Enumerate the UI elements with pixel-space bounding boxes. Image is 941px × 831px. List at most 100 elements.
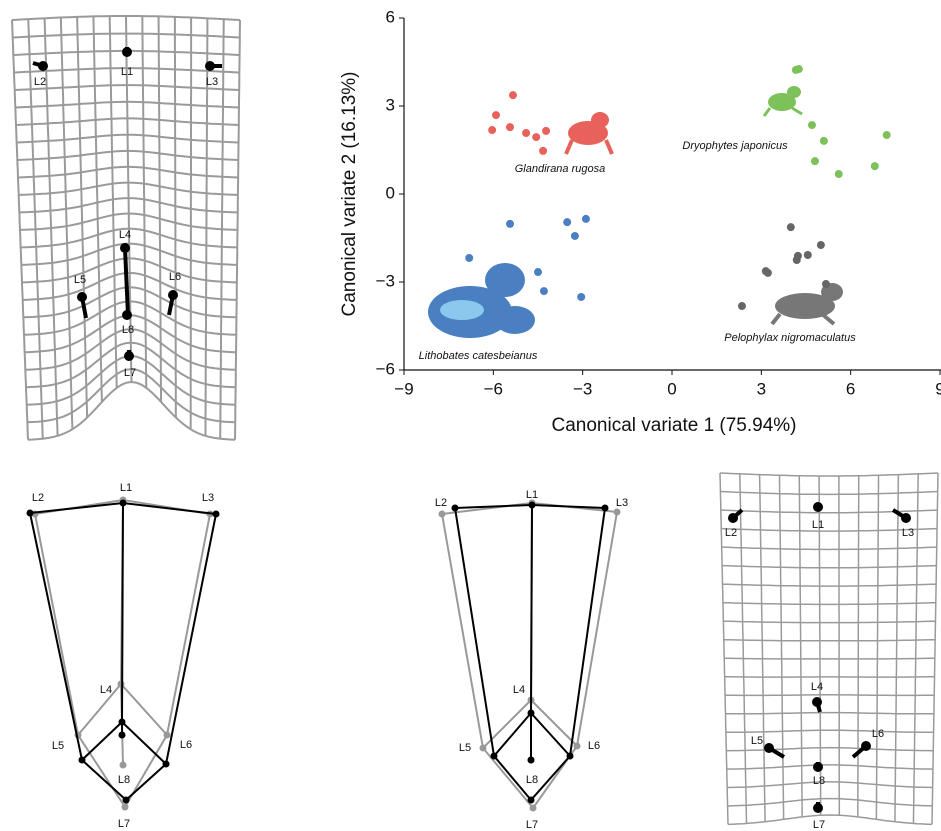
landmark bbox=[120, 243, 130, 253]
point bbox=[793, 256, 801, 264]
landmark bbox=[614, 509, 621, 516]
landmark bbox=[812, 697, 822, 707]
grid-line bbox=[726, 748, 933, 751]
y-tick-label: 6 bbox=[386, 7, 395, 26]
y-axis-label: Canonical variate 2 (16.13%) bbox=[339, 71, 360, 316]
landmark-label: L7 bbox=[813, 819, 825, 831]
red-frog-icon bbox=[566, 112, 612, 154]
grid-line bbox=[876, 475, 878, 819]
point bbox=[822, 280, 830, 288]
point bbox=[563, 218, 571, 226]
landmark-label: L8 bbox=[813, 775, 825, 787]
frog-icons bbox=[428, 86, 843, 338]
landmark bbox=[164, 732, 171, 739]
point bbox=[808, 121, 816, 129]
wireframe-edge bbox=[123, 503, 216, 514]
landmark-label: L2 bbox=[435, 497, 447, 509]
grid-line bbox=[914, 474, 919, 824]
grid-line bbox=[721, 510, 938, 513]
landmark-label: L7 bbox=[124, 367, 136, 379]
grid-line bbox=[175, 17, 176, 418]
landmark bbox=[163, 761, 170, 768]
landmark bbox=[120, 500, 127, 507]
landmark-label: L6 bbox=[180, 739, 192, 751]
point bbox=[795, 65, 803, 73]
point bbox=[539, 147, 547, 155]
landmark bbox=[528, 710, 535, 717]
point bbox=[465, 254, 473, 262]
point bbox=[871, 162, 879, 170]
grid-line bbox=[724, 640, 935, 641]
landmark-label: L3 bbox=[616, 497, 628, 509]
landmark-label: L4 bbox=[100, 684, 112, 696]
wireframe-edge bbox=[35, 514, 78, 735]
grid-line bbox=[722, 547, 937, 549]
landmark bbox=[168, 290, 178, 300]
landmark-label: L6 bbox=[169, 271, 181, 283]
landmark bbox=[764, 743, 774, 753]
landmark bbox=[122, 47, 132, 57]
landmark-label: L3 bbox=[902, 527, 914, 539]
wireframe-edge bbox=[577, 512, 617, 746]
landmark bbox=[27, 510, 34, 517]
wireframe-edge bbox=[30, 513, 82, 760]
landmark bbox=[813, 803, 823, 813]
grid-line bbox=[895, 475, 899, 822]
y-tick-label: 3 bbox=[386, 95, 395, 114]
landmark bbox=[813, 502, 823, 512]
landmark bbox=[530, 805, 537, 812]
wireframe-edge bbox=[166, 514, 216, 764]
landmark-label: L5 bbox=[459, 742, 471, 754]
landmark-label: L5 bbox=[52, 740, 64, 752]
point bbox=[532, 133, 540, 141]
point bbox=[811, 157, 819, 165]
landmark-label: L8 bbox=[122, 324, 134, 336]
landmark-label: L7 bbox=[526, 819, 538, 831]
landmark-label: L4 bbox=[119, 229, 131, 241]
landmark bbox=[77, 292, 87, 302]
grid-line bbox=[728, 799, 933, 806]
wireframe-edge bbox=[570, 508, 605, 756]
grid-line bbox=[760, 475, 766, 822]
landmark bbox=[901, 513, 911, 523]
grid-line bbox=[720, 492, 937, 495]
landmark bbox=[205, 61, 215, 71]
landmark bbox=[439, 511, 446, 518]
series-label: Lithobates catesbeianus bbox=[419, 350, 538, 362]
landmark bbox=[119, 732, 126, 739]
x-tick-label: 0 bbox=[667, 379, 676, 398]
landmark-label: L1 bbox=[526, 489, 538, 501]
point bbox=[835, 170, 843, 178]
x-tick-label: −6 bbox=[484, 379, 503, 398]
grid-line bbox=[723, 584, 937, 586]
point bbox=[542, 127, 550, 135]
x-tick-label: −3 bbox=[573, 379, 592, 398]
grid-line bbox=[858, 476, 859, 817]
wireframe-edge bbox=[82, 722, 122, 760]
landmark-label: L7 bbox=[118, 818, 130, 830]
x-tick-label: 6 bbox=[846, 379, 855, 398]
landmark-label: L8 bbox=[526, 774, 538, 786]
landmark-label: L1 bbox=[121, 66, 133, 78]
figure: Canonical variate 1 (75.94%) Canonical v… bbox=[0, 0, 941, 831]
landmark-label: L2 bbox=[32, 492, 44, 504]
landmark bbox=[528, 797, 535, 804]
wireframe-edge bbox=[455, 508, 494, 756]
point bbox=[492, 111, 500, 119]
wireframe-edge bbox=[531, 505, 532, 713]
y-tick-label: 0 bbox=[386, 183, 395, 202]
grid-line bbox=[720, 473, 938, 476]
grid-line bbox=[728, 815, 932, 824]
grid-line bbox=[723, 603, 936, 605]
grid-line bbox=[159, 16, 162, 402]
point bbox=[540, 287, 548, 295]
landmark bbox=[124, 351, 134, 361]
landmark bbox=[122, 310, 132, 320]
gray-frog-icon bbox=[772, 283, 843, 324]
grid-line bbox=[110, 16, 117, 388]
landmark bbox=[480, 745, 487, 752]
landmark-label: L2 bbox=[34, 76, 46, 88]
landmark-label: L1 bbox=[120, 482, 132, 494]
grid-line bbox=[722, 566, 936, 568]
series-label: Dryophytes japonicus bbox=[682, 140, 788, 152]
